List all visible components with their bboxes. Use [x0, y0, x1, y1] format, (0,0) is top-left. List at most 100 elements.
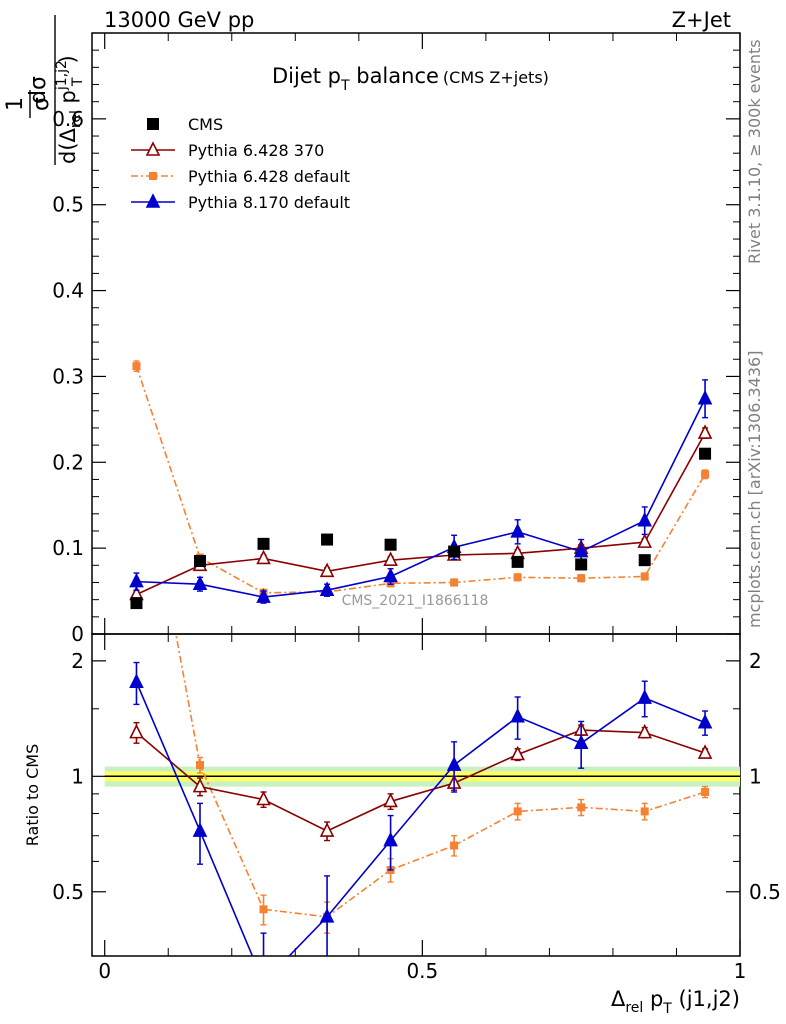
data-point	[145, 193, 161, 208]
ratio-y-tick-label-right: 0.5	[749, 880, 781, 904]
legend-item: CMS	[147, 115, 223, 134]
data-point	[510, 745, 525, 761]
main-y-tick-label: 0.3	[52, 364, 84, 388]
x-tick-label: 1	[734, 959, 747, 983]
main-plot-data	[129, 360, 713, 610]
data-point	[701, 470, 710, 479]
ratio-y-tick-label: 0.5	[52, 880, 84, 904]
data-point	[697, 389, 713, 405]
data-point	[321, 533, 334, 546]
legend-label: CMS	[188, 115, 223, 134]
svg-text:dσ: dσ	[26, 76, 51, 104]
svg-text:σ: σ	[29, 97, 54, 111]
data-point	[513, 807, 522, 816]
ratio-y-tick-label: 2	[71, 649, 84, 673]
data-point	[577, 574, 586, 583]
data-point	[147, 118, 159, 130]
analysis-watermark: CMS_2021_I1866118	[342, 593, 489, 609]
data-point	[513, 573, 522, 582]
data-point	[319, 908, 335, 923]
data-point	[640, 807, 649, 816]
svg-text:d(Δrel pj1,j2T): d(Δrel pj1,j2T)	[54, 55, 86, 164]
series-line	[175, 634, 706, 918]
data-point	[257, 537, 270, 550]
main-y-tick-label: 0	[71, 622, 84, 646]
main-y-tick-label: 0.6	[52, 107, 84, 131]
legend-item: Pythia 8.170 default	[131, 193, 350, 212]
data-point	[511, 555, 524, 568]
data-point	[130, 597, 143, 610]
data-point	[259, 905, 268, 914]
data-point	[383, 831, 398, 847]
data-point	[319, 581, 335, 597]
legend-label: Pythia 6.428 370	[188, 141, 324, 160]
main-y-tick-label: 0.1	[52, 536, 84, 560]
series-line	[135, 681, 706, 956]
data-point	[638, 554, 651, 567]
data-point	[637, 723, 653, 739]
data-point	[192, 777, 208, 793]
mcplots-source-label: mcplots.cern.ch [arXiv:1306.3436]	[745, 351, 764, 628]
main-y-tick-label: 0.5	[52, 193, 84, 217]
header-process-label: Z+Jet	[672, 8, 731, 32]
main-y-tick-label: 0.2	[52, 450, 84, 474]
ratio-y-axis-label: Ratio to CMS	[23, 744, 42, 846]
svg-text:1: 1	[3, 97, 28, 111]
data-point	[256, 549, 271, 565]
legend: CMS Pythia 6.428 370 Pythia 6.428 default P…	[131, 115, 350, 212]
data-point	[194, 555, 206, 568]
ratio-y-ticks: 0.5 0.5 1 1 2 2	[52, 649, 781, 904]
chart-title: Dijet pT balance (CMS Z+jets)	[272, 64, 549, 94]
legend-label: Pythia 6.428 default	[188, 167, 350, 186]
data-point	[132, 362, 141, 371]
ratio-plot-data	[129, 634, 713, 956]
data-point	[383, 551, 398, 566]
x-axis-label: Δrel pT (j1,j2)	[611, 987, 740, 1017]
data-point	[640, 572, 649, 581]
series-line	[136, 398, 706, 598]
data-point	[129, 673, 144, 688]
main-y-axis-label: 1 σ	[3, 90, 54, 118]
data-point	[448, 545, 461, 558]
data-point	[319, 822, 335, 837]
legend-label: Pythia 8.170 default	[188, 193, 350, 212]
x-tick-label: 0	[98, 959, 111, 983]
data-point	[256, 790, 271, 806]
main-y-ticks: 0 0.1 0.2 0.3 0.4 0.5 0.6	[52, 49, 740, 646]
main-y-tick-label: 0.4	[52, 279, 84, 303]
data-point	[319, 562, 335, 578]
data-point	[637, 689, 653, 704]
data-point	[699, 447, 712, 460]
data-point	[450, 578, 459, 587]
data-point	[450, 841, 459, 850]
main-y-axis-label-fraction: dσ d(Δrel pj1,j2T)	[26, 15, 86, 165]
data-point	[701, 788, 710, 797]
data-point	[577, 803, 586, 812]
data-point	[510, 523, 525, 538]
data-point	[637, 533, 653, 548]
rivet-version-label: Rivet 3.1.10, ≥ 300k events	[745, 39, 764, 264]
data-point	[446, 756, 462, 771]
data-point	[129, 572, 144, 588]
data-point	[149, 172, 157, 180]
ratio-y-tick-label: 1	[71, 764, 84, 788]
x-tick-label: 0.5	[406, 959, 438, 983]
data-point	[383, 792, 398, 808]
data-point	[573, 734, 589, 749]
series-line	[135, 729, 706, 832]
data-point	[129, 723, 144, 739]
header-energy-label: 13000 GeV pp	[104, 8, 254, 32]
data-point	[383, 567, 398, 583]
data-point	[196, 761, 204, 770]
x-ticks: 0 0.5 1	[98, 33, 746, 983]
ratio-y-tick-label-right: 1	[749, 764, 762, 788]
data-point	[575, 558, 588, 571]
data-point	[510, 707, 525, 723]
data-point	[192, 822, 208, 837]
legend-item: Pythia 6.428 370	[131, 141, 324, 160]
data-point	[384, 538, 397, 551]
data-point	[573, 542, 589, 558]
series-line	[135, 365, 706, 594]
data-point	[637, 511, 653, 527]
